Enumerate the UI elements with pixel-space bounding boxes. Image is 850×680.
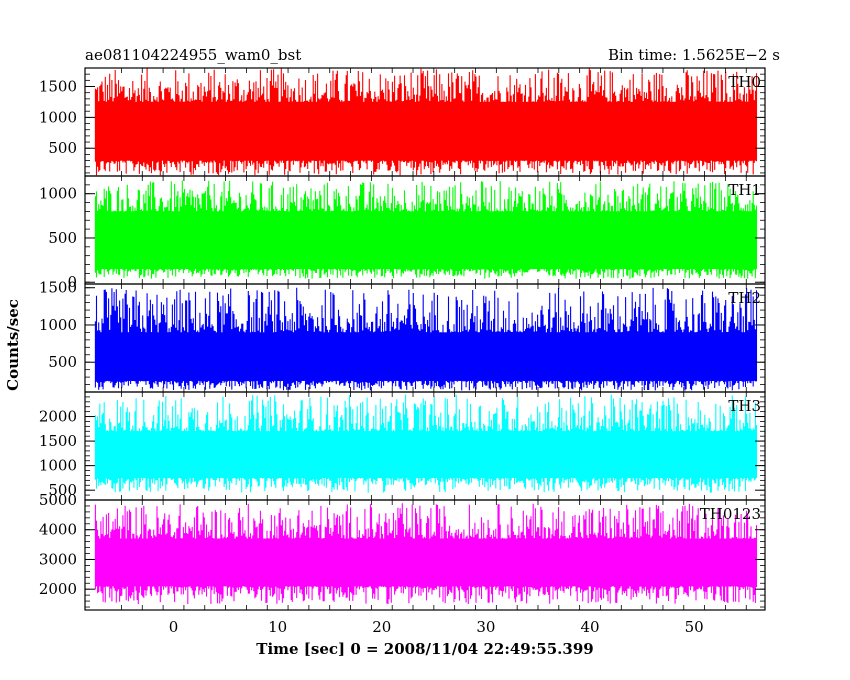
y-tick-label: 500 [48, 353, 77, 371]
series-spikes-th0123 [94, 503, 758, 604]
panel-th2-series [94, 287, 758, 391]
y-tick-label: 1000 [39, 185, 77, 203]
y-tick-label: 1000 [39, 457, 77, 475]
y-tick-label: 2000 [39, 408, 77, 426]
y-tick-label: 1500 [39, 279, 77, 297]
y-tick-label: 500 [48, 139, 77, 157]
x-tick-label: 20 [372, 618, 391, 636]
series-spikes-th2 [94, 287, 758, 391]
x-tick-label: 10 [268, 618, 287, 636]
panel-th3-series [94, 394, 758, 493]
panel-label-th0123: TH0123 [700, 505, 761, 523]
panel-th1-series [94, 180, 758, 279]
y-tick-label: 1500 [39, 432, 77, 450]
y-tick-label: 2000 [39, 580, 77, 598]
y-tick-label: 1500 [39, 78, 77, 96]
x-tick-label: 50 [685, 618, 704, 636]
panel-th0123-series [94, 503, 758, 604]
x-tick-label: 30 [476, 618, 495, 636]
x-tick-label: 40 [581, 618, 600, 636]
panel-th0-series [94, 68, 758, 176]
y-tick-label: 5000 [39, 491, 77, 509]
series-spikes-th0 [94, 68, 758, 176]
panel-label-th2: TH2 [728, 289, 761, 307]
panel-label-th1: TH1 [728, 181, 761, 199]
panel-label-th3: TH3 [728, 397, 761, 415]
series-spikes-th1 [94, 180, 758, 279]
y-tick-label: 500 [48, 481, 77, 499]
x-axis-title: Time [sec] 0 = 2008/11/04 22:49:55.399 [256, 640, 593, 658]
y-tick-label: 1000 [39, 316, 77, 334]
y-tick-label: 1000 [39, 108, 77, 126]
y-tick-label: 4000 [39, 521, 77, 539]
y-tick-label: 500 [48, 229, 77, 247]
y-tick-label: 3000 [39, 550, 77, 568]
panel-frame [84, 499, 766, 611]
bin-time-label: Bin time: 1.5625E−2 s [608, 46, 780, 64]
series-spikes-th3 [94, 394, 758, 493]
y-tick-label: 0 [67, 273, 77, 291]
y-axis-title: Counts/sec [4, 299, 22, 391]
panel-label-th0: TH0 [728, 73, 761, 91]
x-tick-label: 0 [169, 618, 179, 636]
chart-title: ae081104224955_wam0_bst [85, 46, 301, 64]
